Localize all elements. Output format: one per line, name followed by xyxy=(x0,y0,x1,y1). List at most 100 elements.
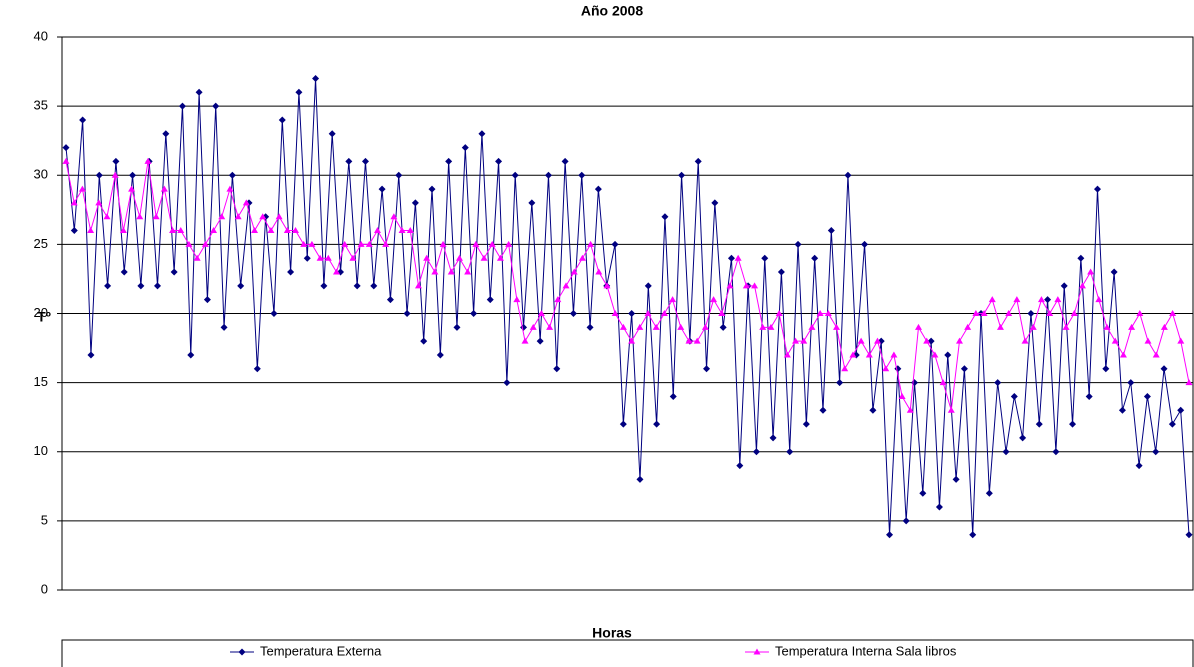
point xyxy=(529,323,537,330)
point xyxy=(511,171,519,179)
point xyxy=(78,185,86,192)
point xyxy=(431,268,439,275)
point xyxy=(70,227,78,235)
point xyxy=(761,254,769,262)
point xyxy=(628,337,636,344)
point xyxy=(423,254,431,261)
point xyxy=(985,489,993,497)
point xyxy=(478,130,486,138)
point xyxy=(882,365,890,372)
point xyxy=(226,185,234,192)
point xyxy=(734,254,742,261)
point xyxy=(587,240,595,247)
point xyxy=(353,282,361,290)
point xyxy=(578,171,586,179)
point xyxy=(278,116,286,124)
point xyxy=(428,185,436,193)
point xyxy=(844,171,852,179)
point xyxy=(952,475,960,483)
point xyxy=(678,171,686,179)
point xyxy=(931,351,939,358)
point xyxy=(234,213,242,220)
point xyxy=(1062,323,1070,330)
series-line xyxy=(65,161,1190,412)
point xyxy=(561,157,569,165)
point xyxy=(1119,351,1127,358)
point xyxy=(445,157,453,165)
point xyxy=(898,392,906,399)
legend-label: Temperatura Externa xyxy=(260,643,382,658)
point xyxy=(1052,448,1060,456)
y-tick-label: 25 xyxy=(34,236,48,251)
point xyxy=(104,282,112,290)
point xyxy=(777,268,785,276)
point xyxy=(546,323,554,330)
point xyxy=(836,379,844,387)
point xyxy=(382,240,390,247)
point xyxy=(455,254,463,261)
point xyxy=(212,102,220,110)
point xyxy=(980,310,988,316)
point xyxy=(316,254,324,261)
point xyxy=(1136,310,1144,316)
point xyxy=(652,323,660,330)
point xyxy=(775,310,783,316)
point xyxy=(120,268,128,276)
point xyxy=(544,171,552,179)
point xyxy=(1144,337,1152,344)
point xyxy=(95,199,103,206)
point xyxy=(378,185,386,193)
point xyxy=(1010,392,1018,400)
point xyxy=(1070,310,1078,316)
point xyxy=(324,254,332,261)
point xyxy=(154,282,162,290)
point xyxy=(964,323,972,330)
point xyxy=(488,240,496,247)
point xyxy=(1110,268,1118,276)
point xyxy=(237,282,245,290)
point xyxy=(370,282,378,290)
point xyxy=(994,379,1002,387)
point xyxy=(470,310,478,317)
point xyxy=(341,240,349,247)
chart-title: Año 2008 xyxy=(581,3,643,19)
point xyxy=(162,130,170,138)
point xyxy=(1013,296,1021,303)
y-tick-label: 35 xyxy=(34,98,48,113)
point xyxy=(759,323,767,330)
point xyxy=(295,88,303,96)
point xyxy=(1019,434,1027,442)
point xyxy=(677,323,685,330)
point xyxy=(464,268,472,275)
point xyxy=(521,337,529,344)
y-tick-label: 40 xyxy=(34,28,48,43)
point xyxy=(1035,420,1043,428)
point xyxy=(594,185,602,193)
point xyxy=(890,351,898,358)
point xyxy=(628,310,636,317)
point xyxy=(972,310,980,316)
point xyxy=(910,379,918,387)
point xyxy=(603,282,611,289)
point xyxy=(1135,462,1143,470)
point xyxy=(636,323,644,330)
point xyxy=(644,310,652,316)
point xyxy=(769,434,777,442)
point xyxy=(203,296,211,304)
point xyxy=(201,240,209,247)
point xyxy=(886,531,894,539)
point xyxy=(275,213,283,220)
point xyxy=(1118,406,1126,414)
point xyxy=(939,379,947,386)
point xyxy=(902,517,910,525)
point xyxy=(79,116,87,124)
point xyxy=(103,213,111,220)
point xyxy=(395,171,403,179)
point xyxy=(595,268,603,275)
point xyxy=(303,254,311,262)
point xyxy=(537,310,545,316)
point xyxy=(824,310,832,316)
point xyxy=(800,337,808,344)
point xyxy=(669,296,677,303)
point xyxy=(349,254,357,261)
